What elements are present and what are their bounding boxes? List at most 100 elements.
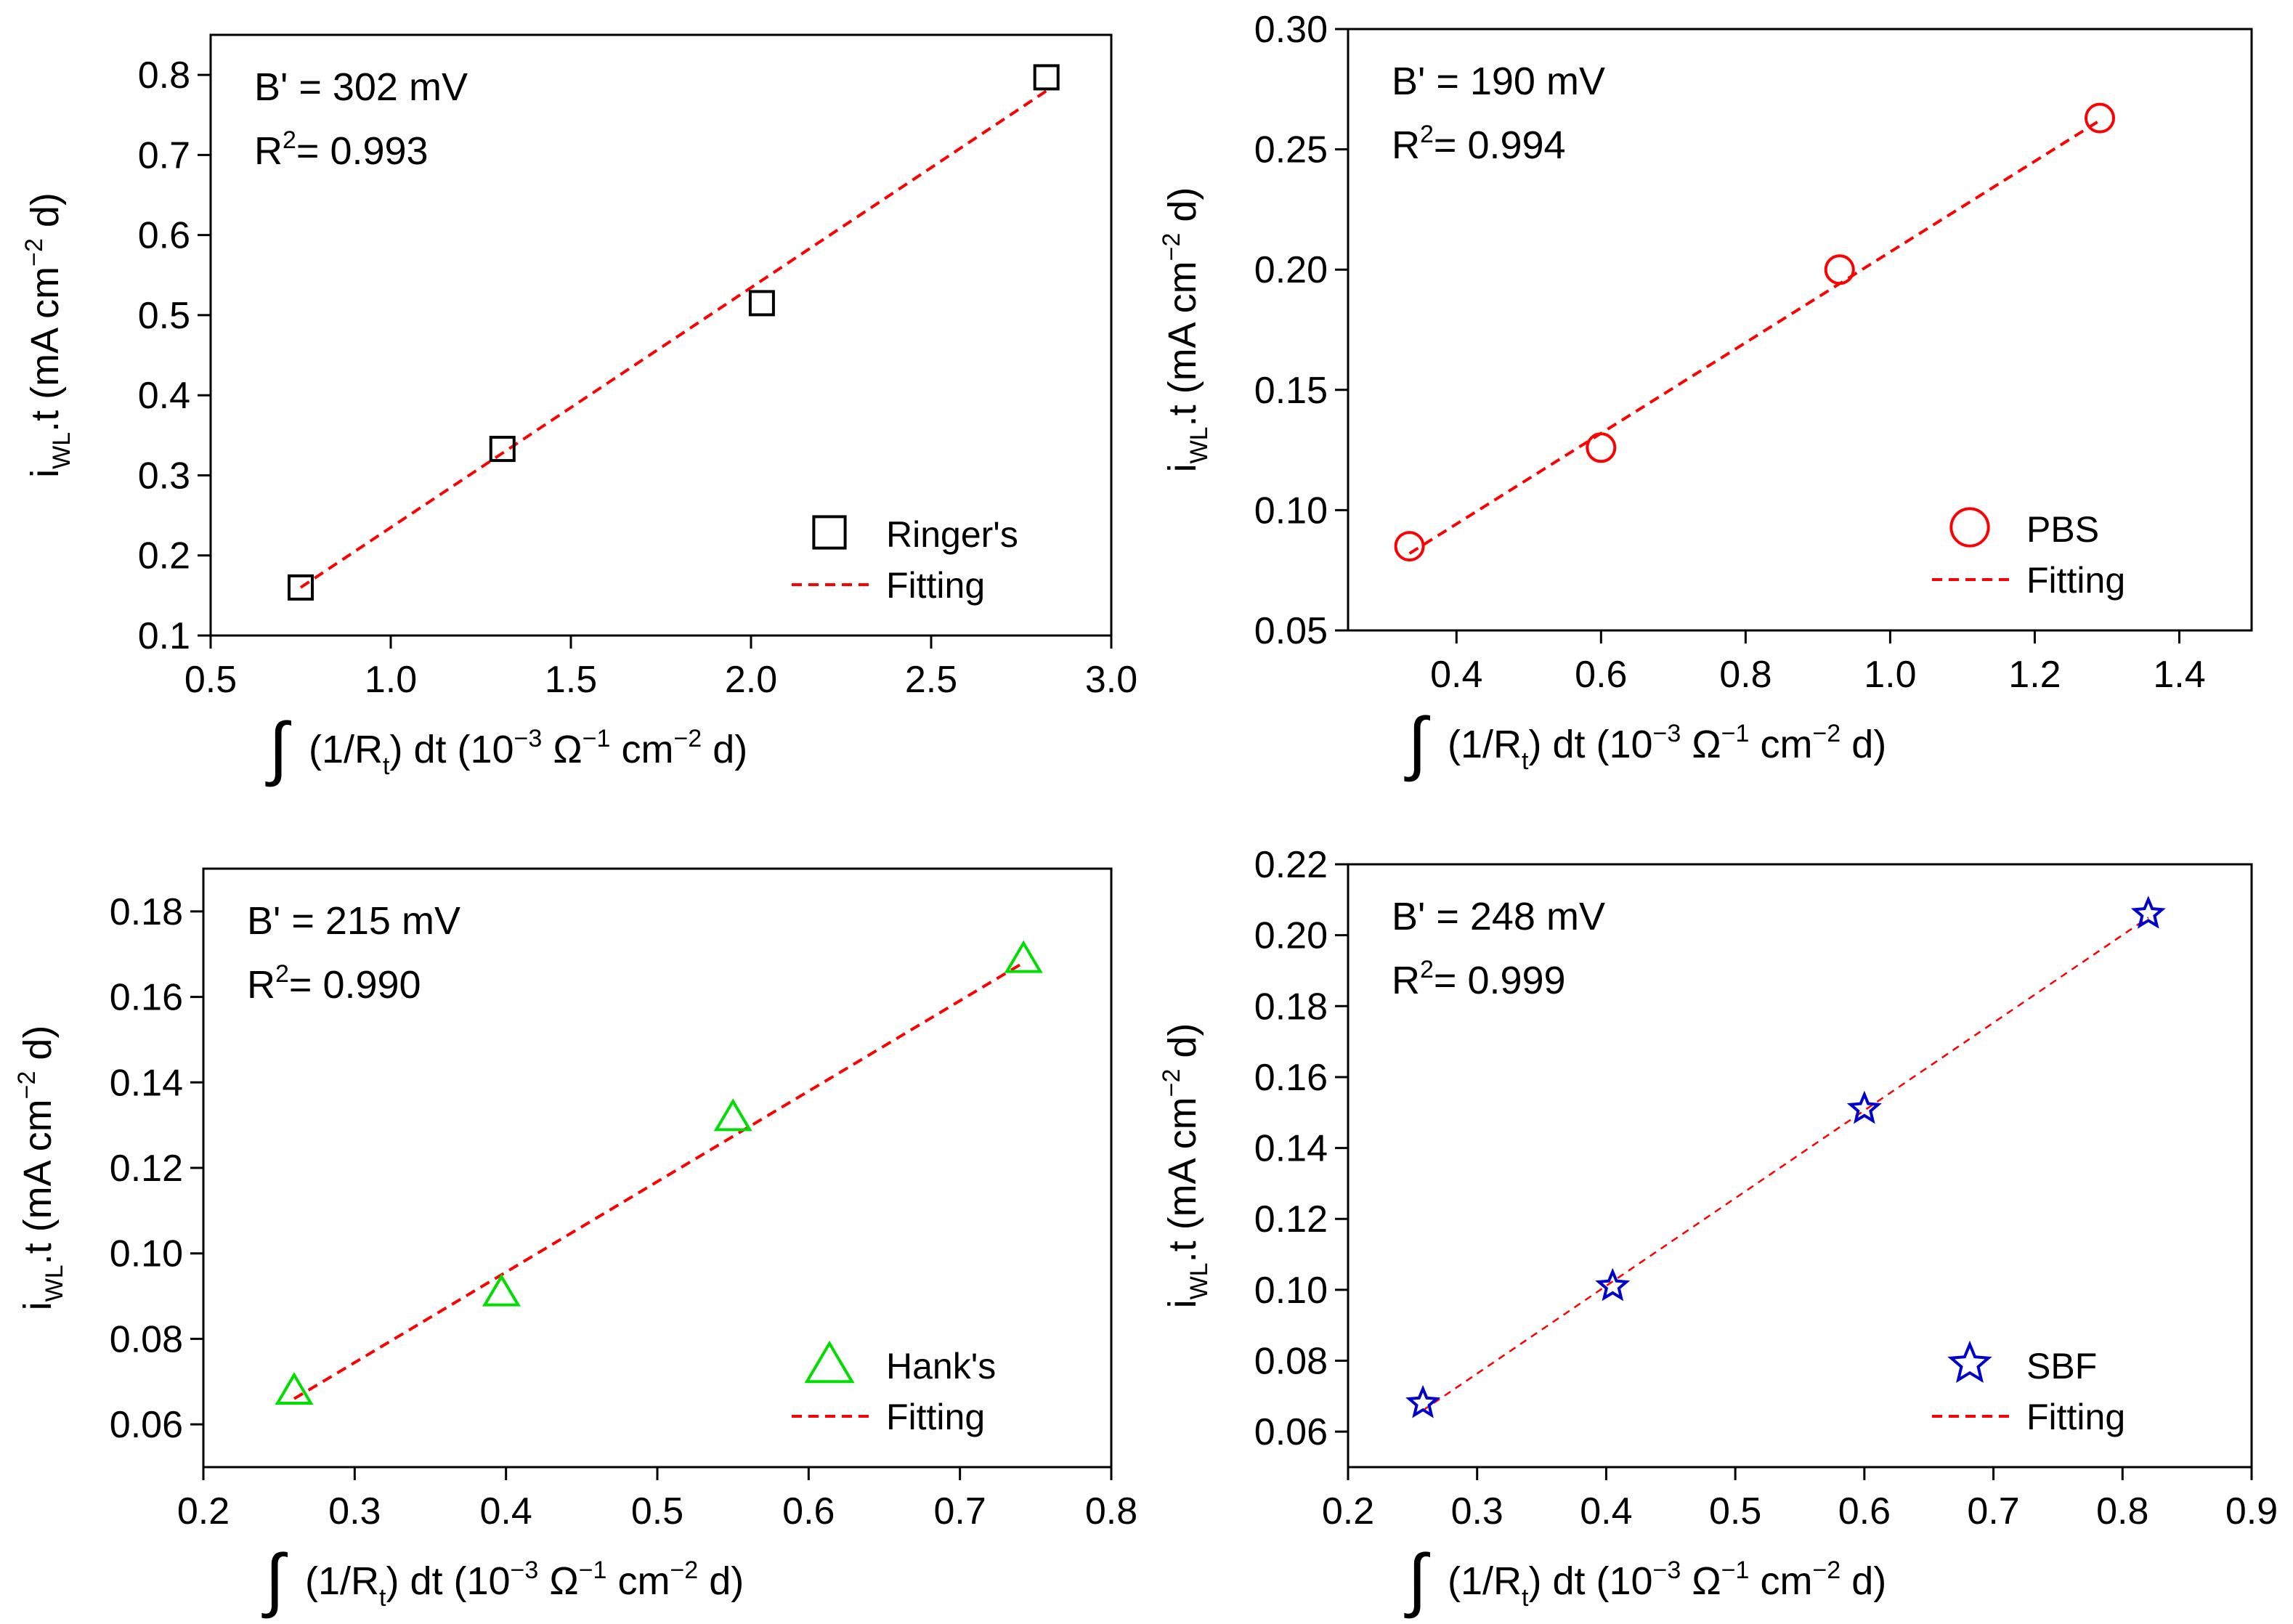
y-tick-label: 0.30 (1254, 9, 1328, 51)
y-tick-label: 0.05 (1254, 610, 1328, 652)
ylabel-part: i (1161, 463, 1204, 472)
xlabel-exponent: −3 (511, 1556, 539, 1584)
r2-value: = 0.999 (1434, 959, 1566, 1002)
legend-label-series: SBF (2026, 1346, 2097, 1387)
xlabel-part: ) dt (10 (1528, 723, 1652, 766)
r-squared-annotation: R2= 0.999 (1392, 956, 1566, 1002)
xlabel-exponent: −2 (670, 1556, 698, 1584)
fit-line (1408, 119, 2101, 555)
y-tick-label: 0.22 (1254, 844, 1328, 886)
xlabel-part: cm (606, 1559, 670, 1603)
xlabel-subscript: t (1522, 1584, 1529, 1612)
x-tick-label: 0.2 (1322, 1490, 1374, 1532)
r2-prefix: R (254, 129, 283, 173)
xlabel-exponent: −3 (1653, 1556, 1681, 1584)
x-tick-label: 0.8 (1719, 654, 1772, 696)
xlabel-exponent: −1 (579, 1556, 607, 1584)
xlabel-exponent: −3 (514, 725, 543, 752)
data-point (1824, 254, 1855, 285)
ylabel-part: i (23, 469, 67, 478)
y-tick-label: 0.16 (110, 977, 183, 1019)
y-tick-label: 0.15 (1254, 370, 1328, 412)
legend-label-fitting: Fitting (2026, 1397, 2125, 1437)
x-tick-label: 0.3 (328, 1490, 381, 1532)
xlabel-exponent: −1 (1721, 720, 1750, 747)
integral-sign: ∫ (265, 709, 291, 787)
y-tick-label: 0.10 (1254, 1270, 1328, 1312)
xlabel-part: Ω (538, 1559, 578, 1603)
plot-frame (1347, 28, 2253, 632)
xlabel-part: (1/R (1448, 1559, 1522, 1603)
ylabel-subscript: WL (1185, 426, 1213, 463)
y-tick-label: 0.6 (138, 215, 190, 257)
b-prime-annotation: B' = 248 mV (1392, 895, 1605, 938)
x-tick-label: 0.8 (2096, 1490, 2148, 1532)
y-tick-label: 0.10 (110, 1233, 183, 1275)
xlabel-exponent: −1 (583, 725, 611, 752)
ylabel-exponent: −2 (1158, 233, 1185, 261)
xlabel-part: (1/R (309, 728, 383, 771)
data-point (288, 574, 314, 601)
r2-value: = 0.990 (289, 963, 421, 1007)
legend-marker (1947, 1340, 1992, 1383)
legend-label-fitting: Fitting (2026, 560, 2125, 601)
r2-exponent: 2 (1420, 121, 1434, 148)
r2-value: = 0.994 (1434, 123, 1566, 167)
ylabel-part: d) (16, 1026, 60, 1071)
xlabel-exponent: −2 (673, 725, 702, 752)
y-axis-title: iWL.t (mA cm−2 d) (1158, 1023, 1213, 1309)
ylabel-part: i (1161, 1299, 1204, 1308)
ylabel-subscript: WL (1185, 1262, 1213, 1299)
xlabel-part: ) dt (10 (386, 1559, 510, 1603)
r2-value: = 0.993 (296, 129, 429, 173)
legend-label-fitting: Fitting (886, 1397, 985, 1437)
y-axis-title: iWL.t (mA cm−2 d) (20, 192, 76, 478)
y-tick-label: 0.8 (138, 54, 190, 97)
integral-sign: ∫ (1404, 704, 1430, 782)
x-tick-label: 0.5 (631, 1490, 683, 1532)
legend-label-fitting: Fitting (886, 565, 985, 606)
legend-marker (1949, 507, 1990, 548)
xlabel-subscript: t (1522, 747, 1529, 775)
r-squared-annotation: R2= 0.990 (247, 960, 421, 1007)
x-tick-label: 1.4 (2153, 654, 2205, 696)
xlabel-exponent: −2 (1812, 1556, 1841, 1584)
x-axis-title: (1/Rt) dt (10−3 Ω−1 cm−2 d) (305, 1556, 744, 1612)
data-point (1004, 940, 1043, 973)
r2-prefix: R (1392, 123, 1420, 167)
y-tick-label: 0.08 (110, 1318, 183, 1360)
y-tick-label: 0.7 (138, 134, 190, 176)
xlabel-part: d) (1841, 1559, 1886, 1603)
xlabel-part: (1/R (1448, 723, 1522, 766)
x-axis-title: (1/Rt) dt (10−3 Ω−1 cm−2 d) (309, 725, 747, 780)
b-prime-annotation: B' = 190 mV (1392, 60, 1605, 103)
b-prime-annotation: B' = 215 mV (247, 899, 460, 943)
y-tick-label: 0.14 (1254, 1128, 1328, 1170)
x-tick-label: 0.7 (1967, 1490, 2019, 1532)
ylabel-part: d) (1161, 1023, 1204, 1069)
ylabel-part: i (16, 1302, 60, 1310)
xlabel-exponent: −1 (1721, 1556, 1750, 1584)
data-point (713, 1098, 752, 1132)
y-tick-label: 0.20 (1254, 249, 1328, 291)
legend-label-series: PBS (2026, 509, 2099, 550)
xlabel-part: Ω (1681, 1559, 1721, 1603)
xlabel-part: ) dt (10 (1528, 1559, 1652, 1603)
y-tick-label: 0.5 (138, 295, 190, 337)
x-tick-label: 1.0 (365, 659, 417, 701)
xlabel-part: (1/R (305, 1559, 379, 1603)
r-squared-annotation: R2= 0.993 (254, 126, 429, 173)
plot-frame (209, 33, 1113, 637)
r2-prefix: R (1392, 959, 1420, 1002)
fit-line (293, 961, 1025, 1400)
xlabel-subscript: t (383, 752, 390, 780)
y-tick-label: 0.08 (1254, 1341, 1328, 1383)
x-tick-label: 1.5 (545, 659, 597, 701)
x-tick-label: 1.2 (2008, 654, 2061, 696)
r2-exponent: 2 (1420, 956, 1434, 983)
data-point (275, 1372, 314, 1405)
x-tick-label: 0.5 (184, 659, 237, 701)
data-point (1405, 1384, 1441, 1418)
xlabel-part: d) (702, 728, 747, 771)
y-tick-label: 0.2 (138, 535, 190, 577)
